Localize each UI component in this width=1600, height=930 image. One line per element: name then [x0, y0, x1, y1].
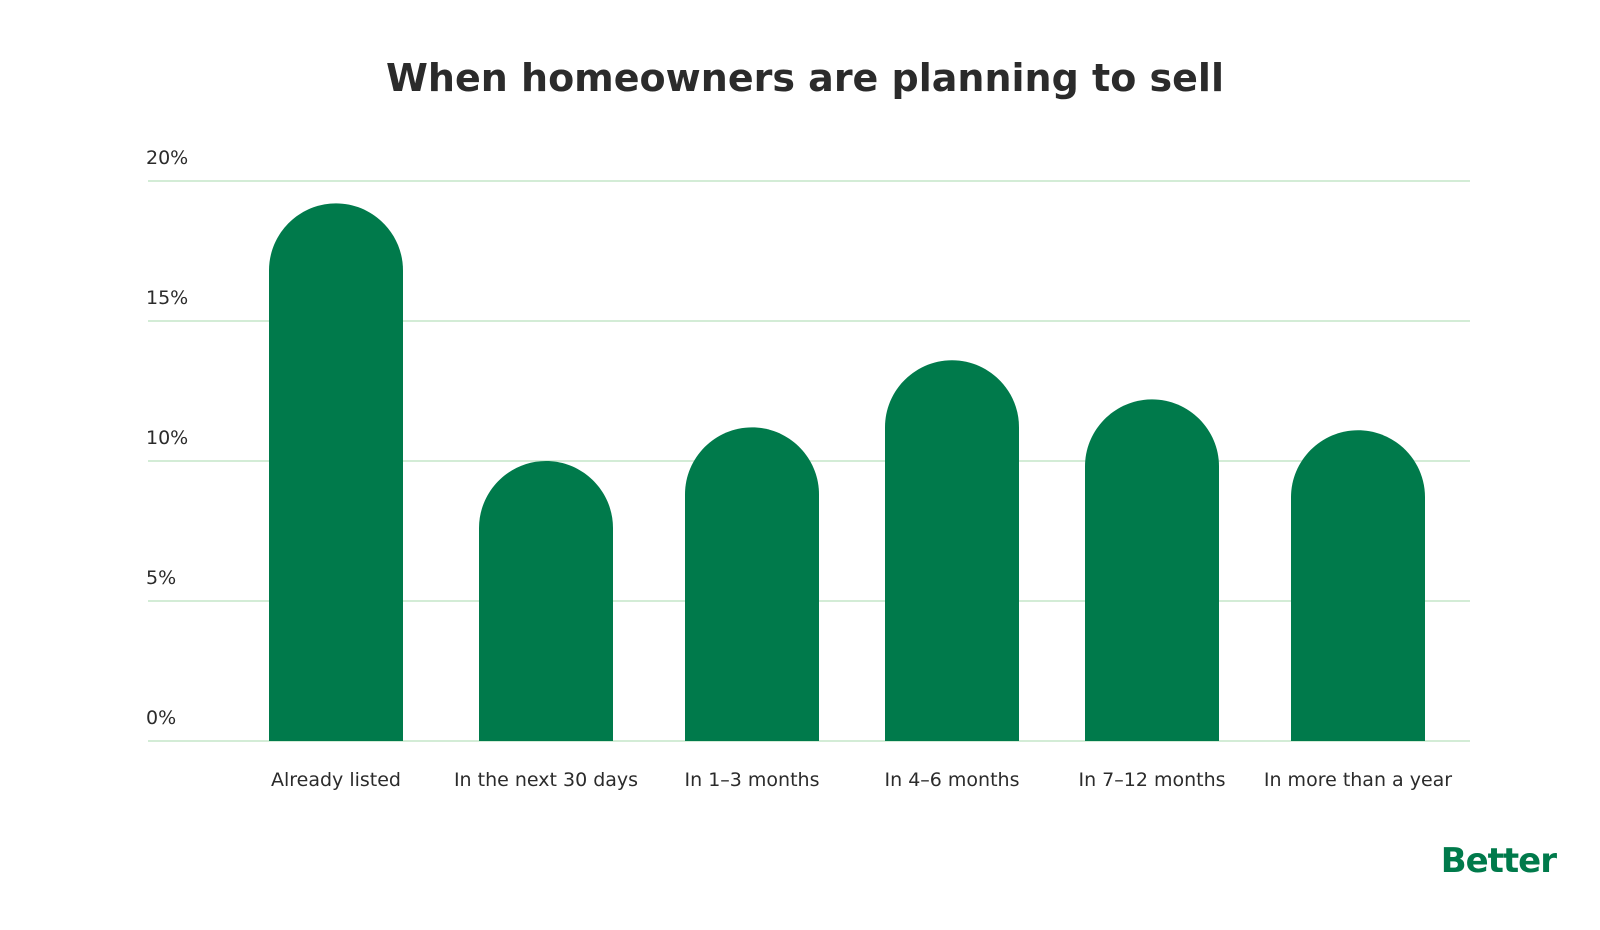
- y-tick-label: 10%: [146, 427, 188, 449]
- x-tick-label: In 1–3 months: [685, 769, 820, 791]
- bar: [479, 461, 613, 741]
- x-tick-label: Already listed: [271, 769, 401, 791]
- x-tick-label: In more than a year: [1264, 769, 1452, 791]
- bar: [885, 360, 1019, 741]
- y-tick-label: 20%: [146, 147, 188, 169]
- y-tick-label: 15%: [146, 287, 188, 309]
- better-logo: Better: [1440, 841, 1557, 881]
- x-axis-ticks: Already listed In the next 30 days In 1–3 …: [271, 769, 1452, 791]
- bar: [685, 427, 819, 741]
- x-tick-label: In the next 30 days: [454, 769, 638, 791]
- bar: [1291, 430, 1425, 741]
- y-axis-ticks: 0% 5% 10% 15% 20%: [146, 147, 188, 729]
- bars: [269, 203, 1425, 741]
- bar: [269, 203, 403, 741]
- y-tick-label: 5%: [146, 567, 176, 589]
- x-tick-label: In 7–12 months: [1078, 769, 1225, 791]
- chart-title: When homeowners are planning to sell: [386, 56, 1224, 100]
- x-tick-label: In 4–6 months: [885, 769, 1020, 791]
- y-tick-label: 0%: [146, 707, 176, 729]
- bar: [1085, 399, 1219, 741]
